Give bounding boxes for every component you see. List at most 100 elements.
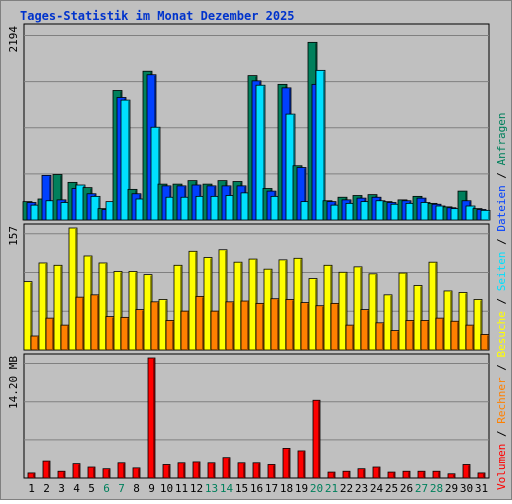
legend-entry-volumen: Volumen — [495, 444, 508, 490]
bar-shade — [360, 267, 362, 350]
x-label-day-14: 14 — [220, 482, 234, 495]
bar-shade — [292, 300, 294, 350]
bar-shade — [183, 463, 185, 478]
bar-shade — [322, 306, 324, 350]
bar-shade — [153, 359, 155, 478]
panel-middle: 157 — [7, 223, 490, 351]
bar-shade — [45, 263, 47, 350]
bar-shade — [397, 331, 399, 350]
bar-besuche-day-14 — [218, 249, 228, 351]
bar-shade — [323, 71, 325, 220]
bar-shade — [75, 229, 77, 350]
bar-shade — [393, 473, 395, 478]
x-label-day-22: 22 — [340, 482, 353, 495]
bar-shade — [202, 297, 204, 350]
bar-volumen-day-19 — [297, 450, 306, 479]
x-label-day-30: 30 — [460, 482, 473, 495]
bar-shade — [128, 101, 130, 220]
bar-shade — [168, 465, 170, 478]
bar-shade — [78, 464, 80, 478]
bar-shade — [213, 463, 215, 478]
chart-title: Tages-Statistik im Monat Dezember 2025 — [20, 9, 295, 23]
bar-shade — [93, 468, 95, 478]
legend-separator: / — [495, 165, 508, 185]
bar-besuche-day-28 — [428, 261, 438, 351]
panel-max-label: 157 — [7, 226, 20, 246]
bar-besuche-day-26 — [398, 272, 408, 351]
bar-besuche-day-23 — [353, 266, 363, 351]
bar-volumen-day-1 — [27, 472, 36, 479]
bar-shade — [105, 263, 107, 350]
bar-shade — [382, 323, 384, 350]
x-label-day-16: 16 — [250, 482, 263, 495]
bar-shade — [465, 293, 467, 350]
bar-volumen-day-16 — [252, 462, 261, 479]
bar-shade — [60, 175, 62, 220]
bar-volumen-day-9 — [147, 357, 156, 479]
bar-shade — [108, 469, 110, 478]
legend-separator: / — [495, 424, 508, 444]
x-label-day-5: 5 — [88, 482, 95, 495]
x-label-day-21: 21 — [325, 482, 338, 495]
panel-bottom: 14.20 MB — [7, 353, 490, 479]
x-label-day-2: 2 — [43, 482, 50, 495]
bar-shade — [318, 401, 320, 478]
bar-seiten-day-16 — [255, 84, 266, 221]
x-label-day-10: 10 — [160, 482, 173, 495]
bar-shade — [82, 298, 84, 350]
bar-shade — [120, 272, 122, 350]
bar-volumen-day-8 — [132, 467, 141, 479]
legend-entry-anfragen: Anfragen — [495, 112, 508, 165]
bar-volumen-day-3 — [57, 470, 66, 479]
x-axis-day-labels: 1 2 3 4 5 6 7 8 9 10 11 12 13 14 15 16 17 18 19 20 21 22 23 24 2… — [28, 482, 488, 495]
bar-besuche-day-7 — [113, 271, 123, 351]
bar-shade — [172, 321, 174, 350]
x-label-day-7: 7 — [118, 482, 125, 495]
bar-shade — [442, 319, 444, 350]
legend-text: Volumen / Rechner / Besuche / Seiten / D… — [495, 112, 508, 490]
bar-shade — [273, 465, 275, 478]
bar-shade — [228, 458, 230, 478]
bar-shade — [468, 465, 470, 478]
bar-volumen-day-18 — [282, 448, 291, 479]
bar-volumen-day-6 — [102, 468, 111, 479]
bar-volumen-day-7 — [117, 462, 126, 479]
bar-shade — [483, 473, 485, 478]
bar-besuche-day-27 — [413, 285, 423, 351]
legend-separator: / — [495, 291, 508, 311]
bar-shade — [127, 318, 129, 350]
bar-shade — [60, 266, 62, 350]
bar-seiten-day-20 — [315, 69, 326, 221]
bar-volumen-day-2 — [42, 460, 51, 479]
bar-seiten-day-7 — [120, 99, 131, 221]
bar-shade — [30, 282, 32, 350]
bar-shade — [453, 474, 455, 478]
bar-shade — [367, 310, 369, 350]
legend-entry-dateien: Dateien — [495, 185, 508, 231]
bar-shade — [210, 258, 212, 350]
bar-shade — [277, 299, 279, 350]
legend-entry-rechner: Rechner — [495, 377, 508, 424]
x-label-day-25: 25 — [385, 482, 398, 495]
panel-top: 2194 — [7, 23, 491, 221]
bar-besuche-day-29 — [443, 290, 453, 351]
bar-shade — [303, 451, 305, 478]
x-label-day-11: 11 — [175, 482, 188, 495]
bar-besuche-day-2 — [38, 262, 48, 351]
bar-volumen-day-21 — [327, 471, 336, 479]
bar-shade — [123, 463, 125, 478]
x-label-day-17: 17 — [265, 482, 278, 495]
bar-shade — [390, 295, 392, 350]
bar-shade — [438, 472, 440, 478]
bar-besuche-day-1 — [23, 281, 33, 351]
bar-shade — [52, 319, 54, 350]
bar-shade — [263, 86, 265, 220]
x-label-day-29: 29 — [445, 482, 458, 495]
x-label-day-28: 28 — [430, 482, 443, 495]
bar-volumen-day-4 — [72, 463, 81, 479]
bar-shade — [33, 473, 35, 478]
bar-volumen-day-23 — [357, 468, 366, 479]
bar-volumen-day-25 — [387, 471, 396, 479]
bar-shade — [112, 317, 114, 350]
bar-volumen-day-14 — [222, 457, 231, 479]
